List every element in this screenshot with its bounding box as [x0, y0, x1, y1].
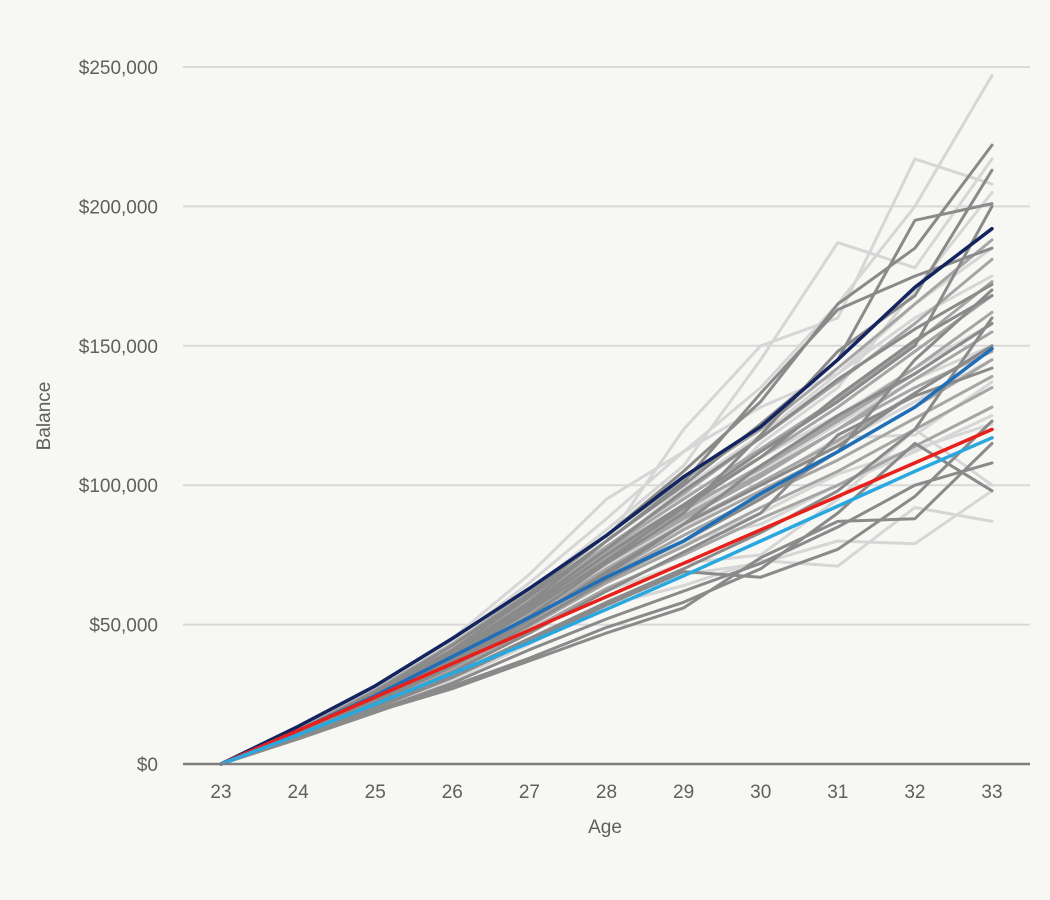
simulation-line: [219, 441, 994, 766]
x-tick-label: 27: [519, 782, 540, 803]
x-tick-label: 29: [673, 782, 694, 803]
highlight-lines: [219, 226, 994, 766]
x-tick-label: 30: [750, 782, 771, 803]
axes: $0 $50,000 $100,000 $150,000 $200,000 $250,00…: [79, 58, 1030, 803]
x-tick-label: 32: [904, 782, 925, 803]
y-tick-label: $150,000: [79, 337, 158, 358]
y-tick-label: $50,000: [89, 616, 158, 637]
y-tick-label: $0: [137, 755, 158, 776]
y-tick-label: $100,000: [79, 476, 158, 497]
x-axis-title: Age: [588, 817, 622, 838]
y-tick-label: $200,000: [79, 197, 158, 218]
x-tick-label: 25: [365, 782, 386, 803]
x-tick-label: 28: [596, 782, 617, 803]
series-line-light-blue: [219, 436, 994, 766]
series-line-red: [219, 427, 994, 766]
y-tick-label: $250,000: [79, 58, 158, 79]
x-tick-label: 26: [442, 782, 463, 803]
simulation-line: [219, 344, 994, 766]
x-tick-label: 31: [827, 782, 848, 803]
y-axis-title: Balance: [34, 382, 55, 451]
x-tick-label: 33: [981, 782, 1002, 803]
series-line-navy: [219, 226, 994, 766]
simulation-line: [219, 419, 994, 766]
x-tick-label: 23: [210, 782, 231, 803]
x-tick-label: 24: [288, 782, 310, 803]
